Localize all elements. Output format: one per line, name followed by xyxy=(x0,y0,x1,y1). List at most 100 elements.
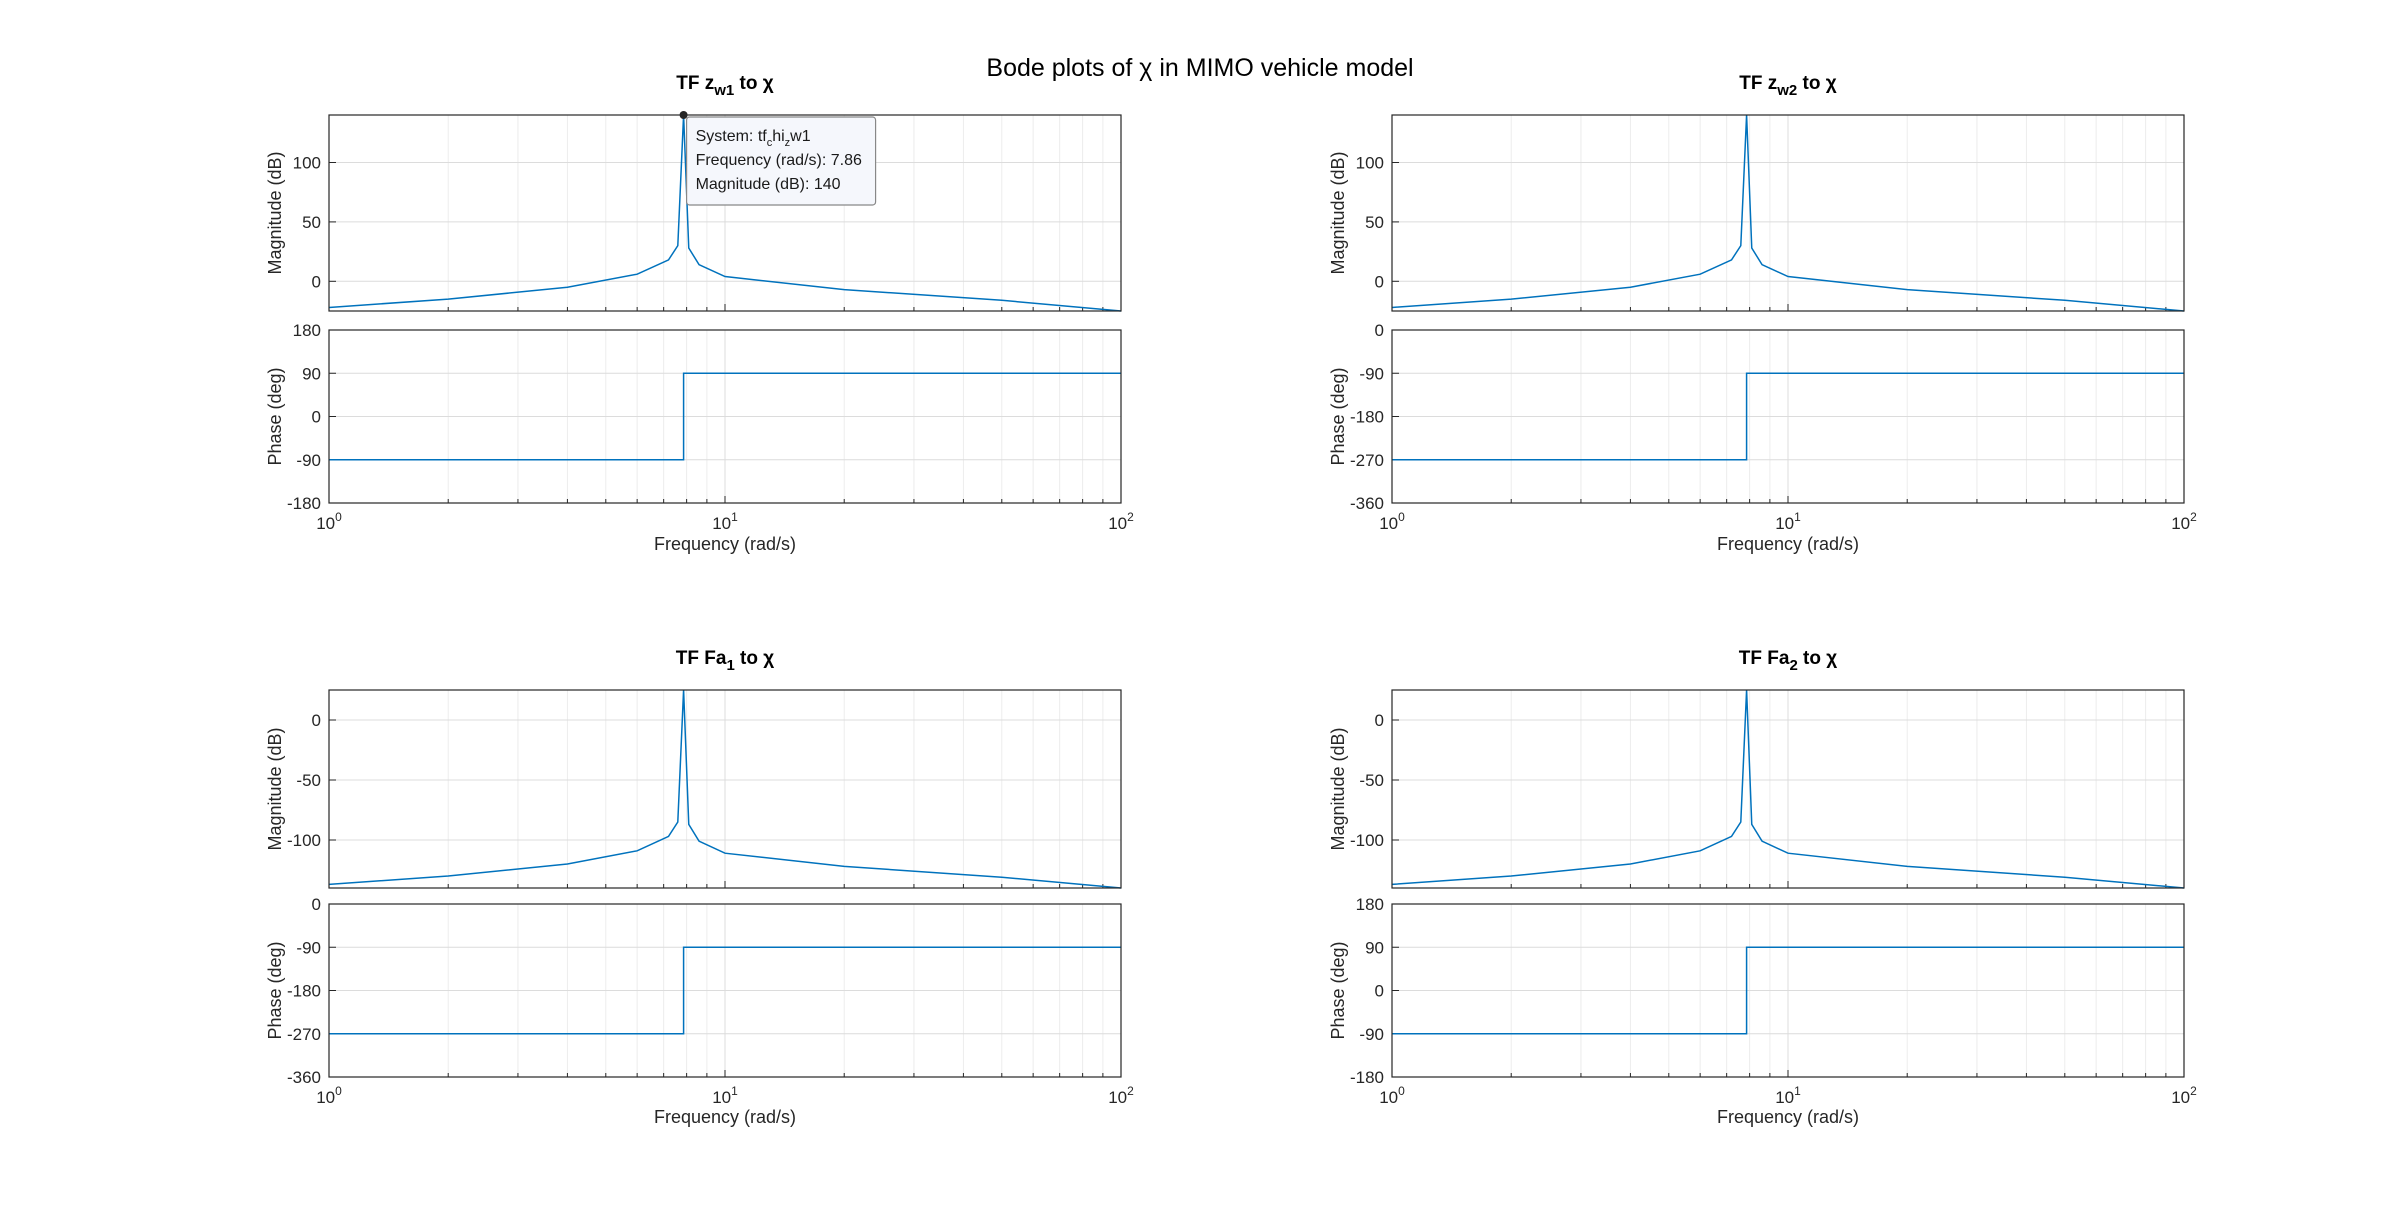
x-tick-base: 10 xyxy=(712,514,731,533)
y-tick-label: 100 xyxy=(1356,154,1384,173)
phase-response-curve xyxy=(1392,946,2184,1035)
phase-ylabel: Phase (deg) xyxy=(1328,941,1348,1039)
phase-axes: -360 -270 -180 -90 0 Phase (deg) xyxy=(1328,321,2185,513)
datatip: System: tfchizw1 Frequency (rad/s): 7.86 M… xyxy=(679,111,877,206)
phase-axes: -360 -270 -180 -90 0 Phase (deg) xyxy=(265,895,1122,1087)
magnitude-axes: -100 -50 0 Magnitude (dB) xyxy=(265,689,1122,889)
y-tick-label: 100 xyxy=(293,154,321,173)
x-tick-exponent: 0 xyxy=(1398,510,1405,524)
x-tick-label: 102 xyxy=(1108,1084,1134,1107)
phase-axes-box xyxy=(328,329,1122,504)
x-tick-exponent: 0 xyxy=(1398,1084,1405,1098)
x-tick-label: 100 xyxy=(1379,1084,1405,1107)
subplot-title-main: TF z xyxy=(1739,73,1777,94)
x-tick-exponent: 1 xyxy=(731,510,738,524)
x-axis-label: Frequency (rad/s) xyxy=(1717,534,1859,554)
y-tick-label: 0 xyxy=(1375,711,1384,730)
y-tick-label: -180 xyxy=(287,982,321,1001)
y-tick-label: 90 xyxy=(1365,938,1384,957)
subplot-title-rest: to χ xyxy=(734,73,773,94)
x-tick-label: 101 xyxy=(712,510,738,533)
subplot-title-subscript: 2 xyxy=(1789,657,1797,674)
y-tick-label: -100 xyxy=(1350,831,1384,850)
phase-response-curve xyxy=(329,372,1121,461)
x-tick-exponent: 2 xyxy=(1127,510,1134,524)
x-tick-exponent: 2 xyxy=(2190,1084,2197,1098)
x-tick-label: 102 xyxy=(1108,510,1134,533)
y-tick-label: -100 xyxy=(287,831,321,850)
y-tick-label: -180 xyxy=(1350,1068,1384,1087)
x-tick-label: 100 xyxy=(316,510,342,533)
datatip-system-part: hi xyxy=(772,128,784,145)
magnitude-ylabel: Magnitude (dB) xyxy=(265,727,285,850)
figure-title: Bode plots of χ in MIMO vehicle model xyxy=(986,54,1413,82)
subplot-title-main: TF z xyxy=(676,73,714,94)
y-tick-label: -270 xyxy=(287,1025,321,1044)
x-tick-label: 100 xyxy=(316,1084,342,1107)
y-tick-label: 0 xyxy=(312,272,321,291)
subplot-title-rest: to χ xyxy=(735,648,774,669)
phase-axes: -180 -90 0 90 180 Phase (deg) xyxy=(265,321,1122,513)
datatip-system-part: tf xyxy=(758,128,767,145)
datatip-system-line: System: tfchizw1 xyxy=(696,128,811,149)
y-tick-label: -180 xyxy=(1350,408,1384,427)
x-tick-exponent: 0 xyxy=(335,1084,342,1098)
datatip-magnitude-line: Magnitude (dB): 140 xyxy=(696,176,841,193)
x-tick-base: 10 xyxy=(1775,514,1794,533)
y-tick-label: -50 xyxy=(296,771,321,790)
y-tick-label: -90 xyxy=(296,938,321,957)
x-tick-label: 102 xyxy=(2171,510,2197,533)
y-tick-label: 0 xyxy=(1375,321,1384,340)
magnitude-ylabel: Magnitude (dB) xyxy=(1328,727,1348,850)
x-tick-base: 10 xyxy=(2171,514,2190,533)
phase-axes: -180 -90 0 90 180 Phase (deg) xyxy=(1328,895,2185,1087)
datatip-system-label: System: xyxy=(696,128,758,145)
x-tick-label: 100 xyxy=(1379,510,1405,533)
magnitude-ylabel: Magnitude (dB) xyxy=(1328,151,1348,274)
phase-ylabel: Phase (deg) xyxy=(1328,367,1348,465)
y-tick-label: -90 xyxy=(296,451,321,470)
y-tick-label: 50 xyxy=(1365,213,1384,232)
x-axis-label: Frequency (rad/s) xyxy=(654,1107,796,1127)
phase-response-curve xyxy=(329,946,1121,1035)
x-tick-exponent: 1 xyxy=(731,1084,738,1098)
x-tick-exponent: 0 xyxy=(335,510,342,524)
phase-axes-box xyxy=(328,903,1122,1078)
phase-axes-box xyxy=(1391,903,2185,1078)
y-tick-label: 50 xyxy=(302,213,321,232)
x-tick-label: 101 xyxy=(712,1084,738,1107)
y-tick-label: -90 xyxy=(1359,364,1384,383)
y-tick-label: 0 xyxy=(1375,982,1384,1001)
phase-ylabel: Phase (deg) xyxy=(265,367,285,465)
y-tick-label: -50 xyxy=(1359,771,1384,790)
x-tick-base: 10 xyxy=(1775,1088,1794,1107)
y-tick-label: 180 xyxy=(293,321,321,340)
y-tick-label: 0 xyxy=(312,711,321,730)
y-tick-label: -360 xyxy=(1350,494,1384,513)
phase-ylabel: Phase (deg) xyxy=(265,941,285,1039)
x-tick-base: 10 xyxy=(316,1088,335,1107)
bode-subplot-4: TF Fa2 to χ -100 -50 0 Magnitude (dB) -180 -90… xyxy=(1328,648,2197,1127)
y-tick-label: -90 xyxy=(1359,1025,1384,1044)
subplot-title-rest: to χ xyxy=(1798,648,1837,669)
datatip-system-part: z xyxy=(785,137,791,149)
x-tick-base: 10 xyxy=(1379,1088,1398,1107)
x-tick-exponent: 2 xyxy=(2190,510,2197,524)
magnitude-axes: 0 50 100 Magnitude (dB) xyxy=(265,114,1122,312)
y-tick-label: 0 xyxy=(312,408,321,427)
datatip-box xyxy=(685,116,877,206)
x-tick-base: 10 xyxy=(1379,514,1398,533)
subplot-title-subscript: 1 xyxy=(726,657,734,674)
magnitude-axes-box xyxy=(328,689,1122,889)
subplot-title: TF Fa2 to χ xyxy=(1739,648,1838,674)
x-tick-base: 10 xyxy=(712,1088,731,1107)
phase-axes-box xyxy=(1391,329,2185,504)
y-tick-label: 0 xyxy=(312,895,321,914)
x-tick-exponent: 1 xyxy=(1794,1084,1801,1098)
y-tick-label: 90 xyxy=(302,364,321,383)
datatip-marker xyxy=(679,111,688,119)
subplot-title: TF Fa1 to χ xyxy=(676,648,775,674)
magnitude-axes-box xyxy=(1391,689,2185,889)
